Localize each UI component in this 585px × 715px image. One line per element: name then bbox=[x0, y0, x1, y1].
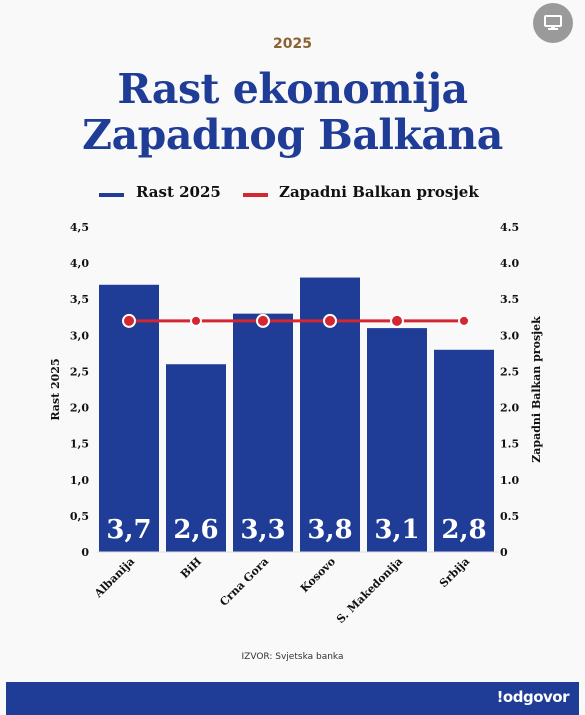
average-point bbox=[323, 313, 337, 328]
y-tick-left: 1,0 bbox=[70, 474, 89, 487]
y-tick-left: 1,5 bbox=[70, 438, 89, 451]
x-tick-label: Kosovo bbox=[298, 555, 338, 595]
average-point bbox=[190, 314, 202, 327]
bar bbox=[367, 328, 427, 552]
y-tick-right: 0.5 bbox=[500, 510, 519, 523]
y-tick-right: 3.0 bbox=[500, 329, 519, 342]
bar bbox=[233, 313, 293, 552]
average-point bbox=[390, 313, 404, 328]
bar-value-label: 3,8 bbox=[307, 515, 352, 545]
title-line-2: Zapadnog Balkana bbox=[82, 111, 503, 159]
y-tick-left: 3,5 bbox=[70, 293, 89, 306]
legend-line-swatch bbox=[243, 193, 268, 197]
legend-bars-swatch bbox=[99, 193, 124, 197]
y-axis-title-left: Rast 2025 bbox=[49, 358, 62, 420]
y-tick-right: 3.5 bbox=[500, 293, 519, 306]
y-axis-title-right: Zapadni Balkan prosjek bbox=[530, 316, 543, 463]
y-tick-left: 4,0 bbox=[70, 257, 89, 270]
title-line-1: Rast ekonomija bbox=[117, 65, 468, 113]
y-tick-right: 2.0 bbox=[500, 402, 519, 415]
average-point bbox=[458, 314, 470, 327]
legend-bars-label: Rast 2025 bbox=[136, 183, 221, 201]
bar bbox=[99, 284, 159, 552]
bar-value-label: 3,3 bbox=[240, 515, 285, 545]
y-tick-left: 4,5 bbox=[70, 221, 89, 234]
source-note: IZVOR: Svjetska banka bbox=[241, 652, 344, 662]
footer-bar: !odgovor bbox=[6, 682, 579, 715]
bar-value-label: 2,8 bbox=[441, 515, 486, 545]
average-point bbox=[256, 313, 270, 328]
bar bbox=[434, 349, 494, 552]
y-tick-right: 4.0 bbox=[500, 257, 519, 270]
y-tick-left: 3,0 bbox=[70, 329, 89, 342]
bar-value-label: 3,7 bbox=[106, 515, 151, 545]
y-tick-left: 2,0 bbox=[70, 402, 89, 415]
chart-title: Rast ekonomija Zapadnog Balkana bbox=[0, 66, 585, 158]
x-tick-label: S. Makedonija bbox=[334, 555, 405, 626]
y-tick-right: 0 bbox=[500, 546, 508, 559]
x-tick-label: Albanija bbox=[91, 555, 137, 601]
y-tick-right: 1.5 bbox=[500, 438, 519, 451]
brand-logo: !odgovor bbox=[496, 688, 570, 706]
y-tick-left: 0 bbox=[81, 546, 89, 559]
x-tick-label: Crna Gora bbox=[217, 555, 271, 609]
bar-chart: 0 0,5 1,0 1,5 2,0 2,5 3,0 3,5 4,0 4,5 0 0.5 1.0 1.5 2.… bbox=[49, 221, 543, 626]
average-point bbox=[122, 313, 136, 328]
monitor-icon bbox=[544, 15, 562, 30]
x-tick-label: Srbija bbox=[437, 555, 472, 590]
chart-year: 2025 bbox=[273, 36, 312, 52]
bar-value-label: 2,6 bbox=[173, 515, 218, 545]
y-tick-left: 0,5 bbox=[70, 510, 89, 523]
y-tick-right: 1.0 bbox=[500, 474, 519, 487]
y-tick-left: 2,5 bbox=[70, 365, 89, 378]
x-tick-label: BiH bbox=[178, 555, 204, 581]
screen-toggle-button[interactable] bbox=[533, 3, 573, 43]
legend-line-label: Zapadni Balkan prosjek bbox=[279, 183, 479, 201]
y-tick-right: 2.5 bbox=[500, 365, 519, 378]
y-tick-right: 4.5 bbox=[500, 221, 519, 234]
bar-value-label: 3,1 bbox=[374, 515, 419, 545]
bar bbox=[166, 364, 226, 552]
